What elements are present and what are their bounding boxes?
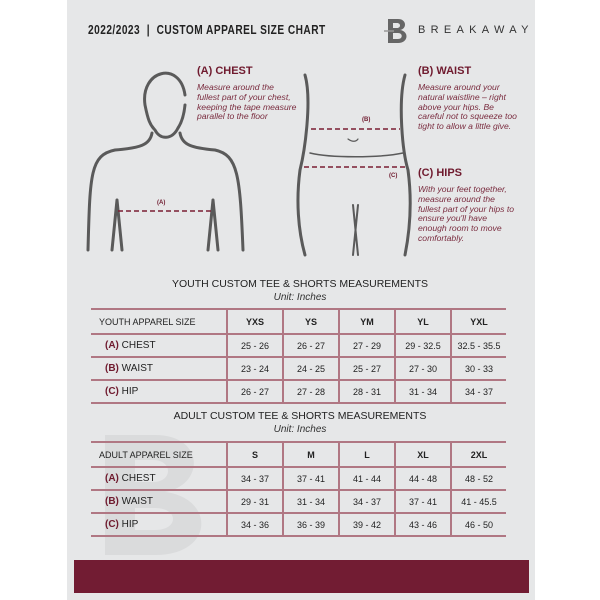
table-cell: 39 - 42: [338, 512, 395, 537]
youth-size-table: YOUTH APPAREL SIZE YXS YS YM YL YXL (A) …: [91, 308, 506, 404]
table-cell: 29 - 31: [226, 489, 283, 513]
table-row: (B) WAIST 29 - 31 31 - 34 34 - 37 37 - 4…: [91, 489, 506, 513]
table-cell: 32.5 - 35.5: [450, 333, 506, 357]
body-figures: [86, 71, 412, 257]
header-cell: YM: [338, 308, 395, 334]
brand-logo-icon: [384, 19, 407, 43]
table-cell: 27 - 30: [394, 356, 451, 380]
table-header-row: ADULT APPAREL SIZE S M L XL 2XL: [91, 441, 506, 467]
table-cell: 23 - 24: [226, 356, 283, 380]
header-cell: XL: [394, 441, 451, 467]
table-header-row: YOUTH APPAREL SIZE YXS YS YM YL YXL: [91, 308, 506, 334]
header-cell: ADULT APPAREL SIZE: [91, 441, 227, 467]
table-row: (C) HIP 34 - 36 36 - 39 39 - 42 43 - 46 …: [91, 512, 506, 537]
table-cell: 34 - 37: [338, 489, 395, 513]
chest-heading: (A) CHEST: [197, 65, 253, 77]
table-cell: 26 - 27: [282, 333, 339, 357]
torso-left: [296, 73, 310, 257]
header-cell: YS: [282, 308, 339, 334]
header-cell: YL: [394, 308, 451, 334]
navel: [347, 138, 359, 142]
table-cell: 36 - 39: [282, 512, 339, 537]
table-cell: 43 - 46: [394, 512, 451, 537]
head-outline: [143, 71, 187, 139]
table-cell: 34 - 37: [226, 466, 283, 490]
table-cell: 41 - 44: [338, 466, 395, 490]
table-cell: 27 - 28: [282, 379, 339, 404]
table-cell: 26 - 27: [226, 379, 283, 404]
table-cell: 27 - 29: [338, 333, 395, 357]
hips-heading: (C) HIPS: [418, 167, 462, 179]
youth-table-unit: Unit: Inches: [273, 292, 327, 303]
row-label: (C) HIP: [91, 379, 227, 404]
header-cell: YOUTH APPAREL SIZE: [91, 308, 227, 334]
youth-table-title: YOUTH CUSTOM TEE & SHORTS MEASUREMENTS: [171, 278, 429, 290]
leg-gap: [352, 204, 359, 256]
waist-curve: [309, 152, 404, 158]
hips-description: With your feet together, measure around …: [418, 184, 515, 243]
brand-name: BREAKAWAY: [418, 24, 534, 36]
table-cell: 25 - 26: [226, 333, 283, 357]
table-cell: 30 - 33: [450, 356, 506, 380]
table-cell: 46 - 50: [450, 512, 506, 537]
waist-heading: (B) WAIST: [418, 65, 472, 77]
row-label: (A) CHEST: [91, 466, 227, 490]
table-cell: 34 - 37: [450, 379, 506, 404]
header-cell: L: [338, 441, 395, 467]
header-cell: S: [226, 441, 283, 467]
header-cell: YXL: [450, 308, 506, 334]
header-cell: 2XL: [450, 441, 506, 467]
table-cell: 24 - 25: [282, 356, 339, 380]
adult-table-title: ADULT CUSTOM TEE & SHORTS MEASUREMENTS: [173, 410, 427, 422]
table-cell: 41 - 45.5: [450, 489, 506, 513]
table-row: (A) CHEST 25 - 26 26 - 27 27 - 29 29 - 3…: [91, 333, 506, 357]
row-label: (B) WAIST: [91, 489, 227, 513]
table-row: (C) HIP 26 - 27 27 - 28 28 - 31 31 - 34 …: [91, 379, 506, 404]
table-row: (B) WAIST 23 - 24 24 - 25 25 - 27 27 - 3…: [91, 356, 506, 380]
torso-right: [399, 73, 412, 257]
table-cell: 31 - 34: [394, 379, 451, 404]
page-title: 2022/2023 | CUSTOM APPAREL SIZE CHART: [88, 22, 326, 37]
row-label: (A) CHEST: [91, 333, 227, 357]
waist-description: Measure around your natural waistline – …: [418, 82, 517, 132]
table-cell: 37 - 41: [282, 466, 339, 490]
header-cell: M: [282, 441, 339, 467]
table-cell: 25 - 27: [338, 356, 395, 380]
right-arm-inner: [206, 198, 220, 252]
left-arm-inner: [110, 198, 124, 252]
right-shoulder: [178, 131, 245, 252]
table-cell: 28 - 31: [338, 379, 395, 404]
waist-marker: (B): [362, 117, 371, 123]
footer-bar: [74, 560, 529, 593]
table-row: (A) CHEST 34 - 37 37 - 41 41 - 44 44 - 4…: [91, 466, 506, 490]
table-cell: 31 - 34: [282, 489, 339, 513]
left-shoulder: [86, 131, 154, 252]
hips-marker: (C): [389, 173, 398, 179]
table-cell: 29 - 32.5: [394, 333, 451, 357]
adult-table-unit: Unit: Inches: [273, 424, 327, 435]
chest-marker: (A): [157, 200, 166, 206]
adult-size-table: ADULT APPAREL SIZE S M L XL 2XL (A) CHES…: [91, 441, 506, 537]
table-cell: 34 - 36: [226, 512, 283, 537]
chest-description: Measure around the fullest part of your …: [197, 82, 297, 122]
row-label: (C) HIP: [91, 512, 227, 537]
table-cell: 37 - 41: [394, 489, 451, 513]
row-label: (B) WAIST: [91, 356, 227, 380]
header-cell: YXS: [226, 308, 283, 334]
table-cell: 44 - 48: [394, 466, 451, 490]
table-cell: 48 - 52: [450, 466, 506, 490]
